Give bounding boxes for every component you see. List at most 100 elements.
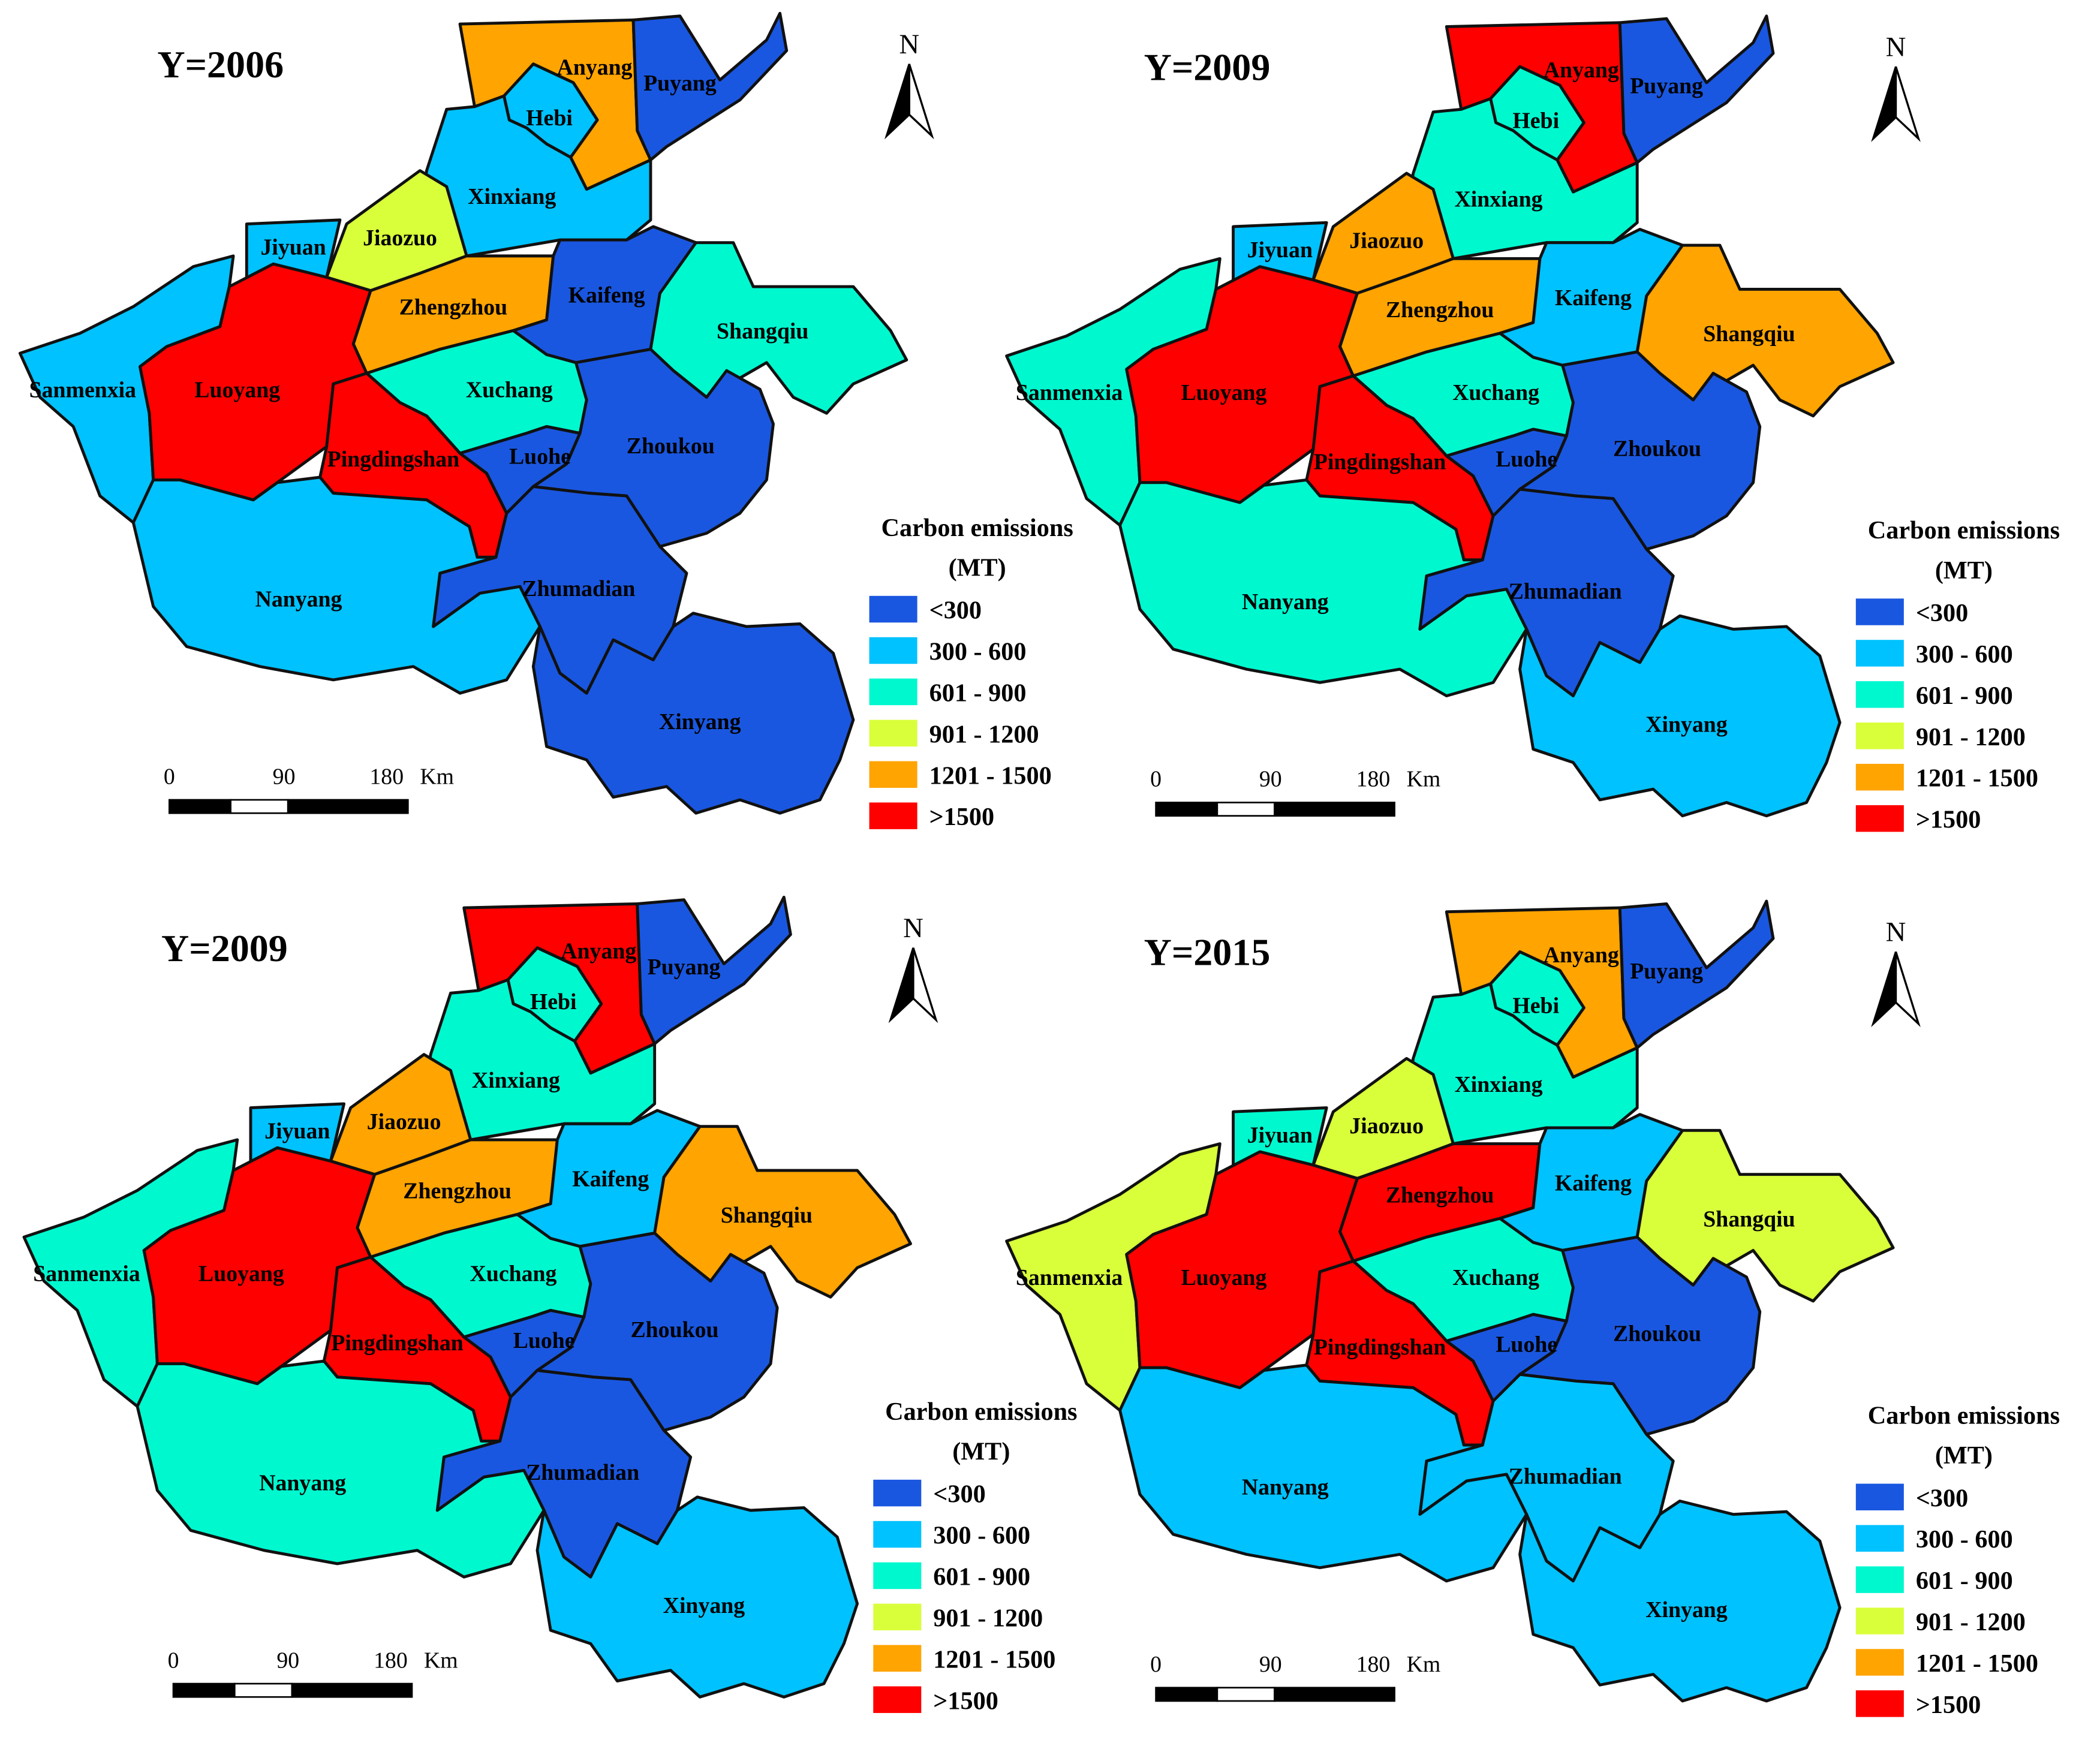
north-arrow-letter: N [1886,917,1906,948]
scale-tick-label: 0 [164,764,175,789]
north-arrow-letter: N [1886,31,1906,62]
city-label-xuchang: Xuchang [1452,380,1539,405]
panel-title: Y=2009 [1144,46,1271,88]
legend-label-lt300: <300 [933,1480,985,1509]
north-arrow: N [888,913,938,1023]
city-label-pingdingshan: Pingdingshan [1314,450,1446,475]
city-label-jiyuan: Jiyuan [264,1119,330,1144]
city-label-jiaozuo: Jiaozuo [363,225,437,251]
scale-tick-label: 90 [1259,767,1282,792]
legend-title: Carbon emissions [881,514,1073,542]
scale-segment [172,1682,236,1698]
scale-segment [1274,1687,1395,1702]
city-label-xuchang: Xuchang [470,1262,557,1287]
city-label-pingdingshan: Pingdingshan [327,447,460,472]
legend-label-gt1500: >1500 [933,1687,998,1715]
scale-segment [287,799,409,814]
legend-label-c300_600: 300 - 600 [1916,1525,2013,1554]
city-label-nanyang: Nanyang [259,1471,346,1496]
city-label-zhoukou: Zhoukou [1613,1321,1701,1347]
panel-title: Y=2009 [161,927,288,970]
city-label-zhengzhou: Zhengzhou [399,295,508,320]
city-label-xinxiang: Xinxiang [1454,187,1542,212]
city-label-xinxiang: Xinxiang [468,184,556,209]
city-label-xinxiang: Xinxiang [1454,1072,1542,1097]
legend-swatch-gt1500 [1855,1690,1904,1717]
city-label-xuchang: Xuchang [466,378,553,403]
scale-bar: 0 90 180 Km [168,1648,458,1698]
region-zhoukou [531,348,775,548]
city-label-sanmenxia: Sanmenxia [29,378,137,403]
city-label-anyang: Anyang [557,55,633,80]
city-label-kaifeng: Kaifeng [572,1167,649,1192]
city-label-sanmenxia: Sanmenxia [1016,380,1123,405]
legend-label-lt300: <300 [1916,599,1968,627]
scale-segment [169,799,231,814]
city-label-pingdingshan: Pingdingshan [331,1330,464,1356]
panel-title: Y=2006 [157,43,284,86]
north-arrow-left-half [888,947,914,1023]
region-xinyang [535,1495,859,1699]
legend-label-c300_600: 300 - 600 [933,1522,1030,1550]
city-label-zhumadian: Zhumadian [526,1460,639,1485]
scale-bar: 0 90 180 Km [164,764,454,814]
legend-swatch-gt1500 [1855,805,1904,832]
scale-tick-label: 180 [369,764,404,789]
city-label-puyang: Puyang [1630,74,1703,99]
legend-swatch-gt1500 [873,1686,922,1713]
city-label-xinyang: Xinyang [1645,712,1728,737]
legend-label-gt1500: >1500 [1916,806,1981,834]
scale-segment [1216,802,1275,817]
city-label-luoyang: Luoyang [194,378,280,403]
city-label-pingdingshan: Pingdingshan [1314,1335,1446,1360]
legend-label-c901_1200: 901 - 1200 [929,720,1039,748]
legend-swatch-lt300 [873,1479,922,1507]
legend: Carbon emissions (MT) <300 300 - 600 601 - 9… [869,514,1073,831]
city-label-shangqiu: Shangqiu [1703,1206,1795,1232]
scale-segment [1216,1687,1275,1702]
legend-label-c901_1200: 901 - 1200 [1916,723,2026,751]
legend-swatch-lt300 [869,595,917,623]
scale-bar: 0 90 180 Km [1150,1652,1440,1702]
legend-label-c1201_1500: 1201 - 1500 [1916,1649,2038,1678]
city-label-jiaozuo: Jiaozuo [1349,1113,1424,1139]
legend-swatch-gt1500 [869,802,917,829]
legend-swatch-c1201_1500 [873,1645,922,1672]
legend-label-c300_600: 300 - 600 [1916,640,2013,669]
city-label-luoyang: Luoyang [1181,380,1267,405]
region-nanyang [131,475,541,695]
legend-label-c601_900: 601 - 900 [929,679,1027,707]
scale-unit-label: Km [1407,767,1441,792]
city-label-zhoukou: Zhoukou [630,1317,718,1342]
legend-label-lt300: <300 [929,597,982,625]
city-label-shangqiu: Shangqiu [717,319,808,344]
region-puyang [1618,14,1775,164]
legend-swatch-c901_1200 [873,1603,922,1631]
legend-swatch-c601_900 [869,678,917,706]
city-label-zhengzhou: Zhengzhou [1386,1182,1494,1208]
city-label-kaifeng: Kaifeng [1555,1170,1632,1196]
city-label-luohe: Luohe [1496,447,1557,472]
city-label-shangqiu: Shangqiu [721,1203,813,1228]
legend: Carbon emissions (MT) <300 300 - 600 601 - 9… [873,1398,1078,1715]
city-label-luohe: Luohe [1496,1332,1557,1357]
legend-swatch-c300_600 [869,637,917,664]
city-label-luohe: Luohe [509,444,571,469]
region-xinyang [1518,614,1842,818]
city-label-zhengzhou: Zhengzhou [1386,297,1494,323]
city-label-puyang: Puyang [643,71,717,96]
legend-swatch-c1201_1500 [869,761,917,788]
scale-segment [1155,1687,1219,1702]
scale-segment [291,1682,413,1698]
city-label-jiyuan: Jiyuan [1247,237,1313,263]
city-label-nanyang: Nanyang [1242,1474,1329,1500]
scale-unit-label: Km [424,1648,458,1673]
legend-label-c1201_1500: 1201 - 1500 [1916,764,2038,793]
north-arrow: N [1871,31,1921,142]
city-label-zhumadian: Zhumadian [1509,1464,1622,1489]
region-puyang [631,11,789,162]
city-label-luoyang: Luoyang [198,1262,284,1287]
legend-swatch-c601_900 [1855,681,1904,708]
legend-swatch-c300_600 [1855,640,1904,667]
legend: Carbon emissions (MT) <300 300 - 600 601 - 9… [1855,516,2060,834]
